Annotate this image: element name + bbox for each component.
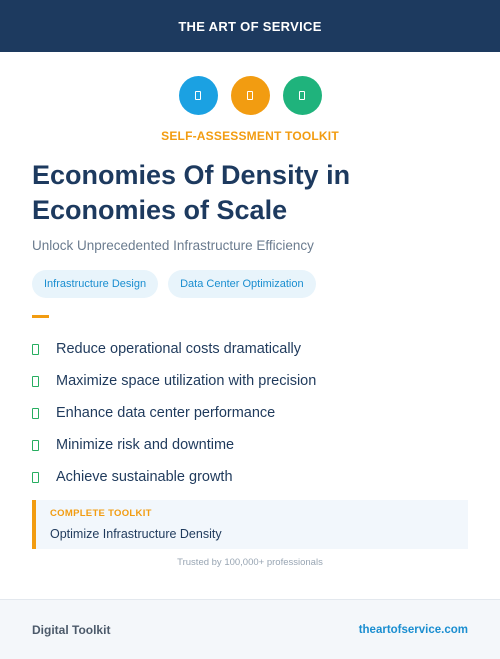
tag-data-center-optimization: Data Center Optimization bbox=[168, 270, 316, 298]
trust-note: Trusted by 100,000+ professionals bbox=[177, 557, 323, 568]
subtitle: Unlock Unprecedented Infrastructure Effi… bbox=[32, 238, 314, 253]
tag-infrastructure-design: Infrastructure Design bbox=[32, 270, 159, 298]
check-icon bbox=[32, 343, 39, 355]
toolkit-callout: COMPLETE TOOLKIT Optimize Infrastructure… bbox=[32, 500, 468, 549]
tag-list: Infrastructure Design Data Center Optimi… bbox=[32, 270, 316, 298]
page-title: Economies Of Density in Economies of Sca… bbox=[32, 160, 351, 225]
list-item: Minimize risk and downtime bbox=[32, 429, 472, 461]
accent-divider bbox=[32, 315, 49, 318]
blue-circle-icon bbox=[178, 76, 218, 115]
list-item: Achieve sustainable growth bbox=[32, 461, 472, 493]
footer: Digital Toolkit theartofservice.com bbox=[0, 599, 500, 659]
callout-label: COMPLETE TOOLKIT bbox=[50, 508, 152, 519]
check-icon bbox=[32, 375, 39, 387]
list-item: Reduce operational costs dramatically bbox=[32, 333, 472, 365]
check-icon bbox=[32, 407, 39, 419]
footer-label: Digital Toolkit bbox=[32, 622, 111, 637]
benefit-list: Reduce operational costs dramatically Ma… bbox=[32, 333, 472, 493]
kicker-label: SELF-ASSESSMENT TOOLKIT bbox=[161, 129, 339, 143]
orange-circle-icon bbox=[230, 76, 270, 115]
brand-name: THE ART OF SERVICE bbox=[178, 18, 322, 34]
green-circle-icon bbox=[282, 76, 322, 115]
top-banner: THE ART OF SERVICE bbox=[0, 0, 500, 52]
check-icon bbox=[32, 471, 39, 483]
check-icon bbox=[32, 439, 39, 451]
list-item: Enhance data center performance bbox=[32, 397, 472, 429]
website-link[interactable]: theartofservice.com bbox=[358, 623, 468, 636]
list-item: Maximize space utilization with precisio… bbox=[32, 365, 472, 397]
icon-row bbox=[0, 76, 500, 115]
callout-value: Optimize Infrastructure Density bbox=[50, 527, 222, 541]
